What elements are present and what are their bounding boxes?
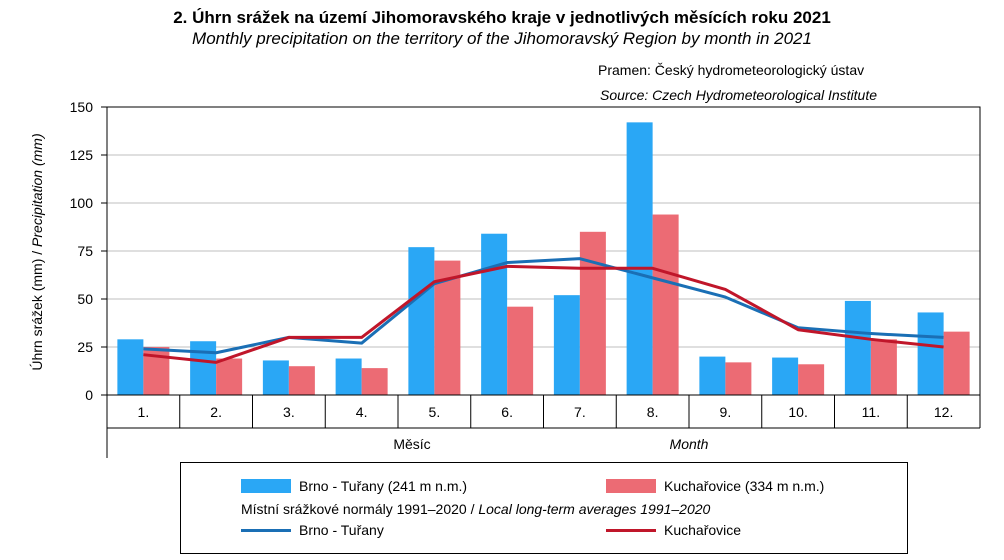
legend-label-kuch-line: Kuchařovice [664,522,742,538]
y-tick-label: 0 [85,387,93,403]
y-axis-label: Úhrn srážek (mm) / Precipitation (mm) [29,133,45,370]
bar-brno-4 [335,358,362,395]
y-tick-label: 25 [77,339,93,355]
x-tick-label: 11. [862,404,880,420]
bar-brno-2 [190,341,217,395]
y-tick-label: 100 [70,195,94,211]
bar-kuch-2 [216,358,243,395]
bar-kuch-12 [943,331,970,395]
y-axis-label-en: Precipitation (mm) [29,133,45,247]
legend-swatch-brno-bar [241,479,291,493]
chart-subtitle: Monthly precipitation on the territory o… [0,29,1004,49]
bar-kuch-10 [798,364,825,395]
bar-brno-7 [553,295,580,395]
bar-brno-10 [772,357,799,395]
bar-kuch-11 [870,339,897,395]
legend-item-kuch-bar: Kuchařovice (334 m n.m.) [606,478,824,494]
x-tick-label: 6. [501,404,513,420]
y-axis-label-cs: Úhrn srážek (mm) / [29,251,45,371]
y-tick-label: 150 [70,99,94,115]
chart-title: 2. Úhrn srážek na území Jihomoravského k… [173,8,831,27]
subtitle-pre: Monthly precipitation on the territory o… [192,29,510,48]
bar-kuch-9 [725,362,752,395]
legend-label-brno-line: Brno - Tuřany [299,522,384,538]
source-english: Source: Czech Hydrometeorological Instit… [600,87,878,103]
legend-note: Místní srážkové normály 1991–2020 / Loca… [241,501,710,517]
line-kuch [143,264,944,364]
x-tick-label: 2. [210,404,222,420]
line-brno [143,257,944,355]
source-czech: Pramen: Český hydrometeorologický ústav [598,62,865,78]
x-tick-label: 5. [429,404,441,420]
bar-brno-9 [699,356,726,395]
bar-brno-3 [262,360,289,395]
bar-kuch-6 [507,306,534,395]
x-tick-label: 9. [720,404,732,420]
y-tick-label: 75 [77,243,93,259]
bar-brno-8 [626,122,653,396]
x-tick-label: 10. [788,404,807,420]
legend-note-cs: Místní srážkové normály 1991–2020 / [241,501,475,517]
legend-note-en: Local long-term averages 1991–2020 [478,501,711,517]
legend-item-brno-line: Brno - Tuřany [241,522,384,538]
axis-layer: 0 25 50 75 100 125 150 1. 2. 3. 4. 5. 6. 7. 8. 9. 10. 11.… [70,99,981,458]
legend-swatch-brno-line [241,528,291,532]
line-layer [143,257,944,364]
legend: Brno - Tuřany (241 m n.m.) Kuchařovice (… [180,462,908,554]
y-tick-label: 125 [70,147,94,163]
legend-item-brno-bar: Brno - Tuřany (241 m n.m.) [241,478,467,494]
x-tick-label: 3. [283,404,295,420]
x-tick-label: 1. [138,404,150,420]
legend-label-brno-bar: Brno - Tuřany (241 m n.m.) [299,478,468,494]
x-tick-label: 4. [356,404,368,420]
bar-brno-12 [917,312,944,395]
subtitle-region: Jihomoravský [514,29,619,48]
bar-brno-1 [117,339,144,395]
x-tick-label: 12. [934,404,953,420]
bar-kuch-8 [652,214,679,395]
bar-brno-5 [408,247,435,395]
x-tick-label: 8. [647,404,659,420]
subtitle-post: Region by month in 2021 [622,29,812,48]
grid-layer [107,106,980,348]
bar-brno-6 [481,233,508,395]
chart-area: 0 25 50 75 100 125 150 1. 2. 3. 4. 5. 6. 7. 8. 9. 10. 11.… [29,99,981,458]
bar-layer [117,122,970,396]
bar-kuch-4 [361,368,388,395]
x-tick-label: 7. [574,404,586,420]
legend-swatch-kuch-bar [606,479,656,493]
bar-kuch-7 [579,231,606,395]
x-axis-label-cs: Měsíc [393,436,430,452]
legend-label-kuch-bar: Kuchařovice (334 m n.m.) [664,478,825,494]
legend-item-kuch-line: Kuchařovice [606,522,741,538]
bar-kuch-3 [288,366,315,395]
y-tick-label: 50 [77,291,93,307]
x-axis-label-en: Month [670,436,709,452]
legend-swatch-kuch-line [606,528,656,532]
bar-brno-11 [844,300,871,395]
